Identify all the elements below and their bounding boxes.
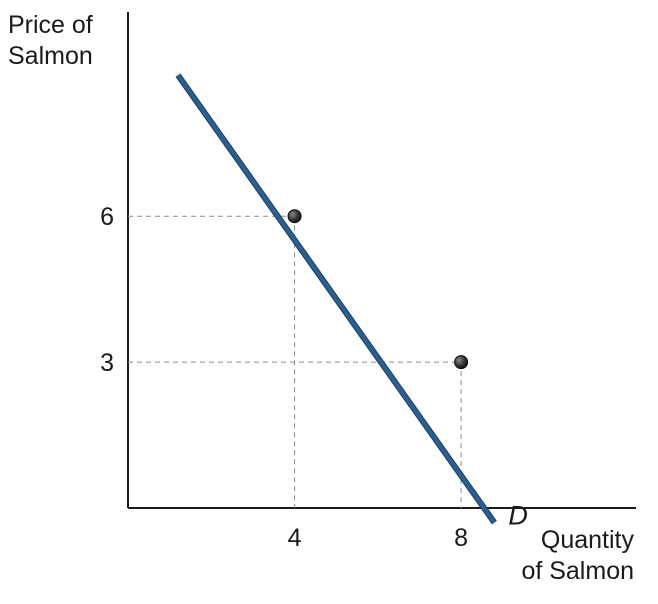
x-tick-label-8: 8 <box>454 524 468 552</box>
y-tick-label-3: 3 <box>100 349 114 377</box>
x-tick-label-4: 4 <box>288 524 302 552</box>
data-point-2 <box>454 355 469 370</box>
y-tick-label-6: 6 <box>100 203 114 231</box>
x-axis-title: Quantity of Salmon <box>521 526 634 585</box>
demand-curve-label: D <box>508 501 528 531</box>
demand-curve <box>176 74 497 524</box>
y-axis-title: Price of Salmon <box>8 11 93 70</box>
data-point-1 <box>287 209 302 224</box>
